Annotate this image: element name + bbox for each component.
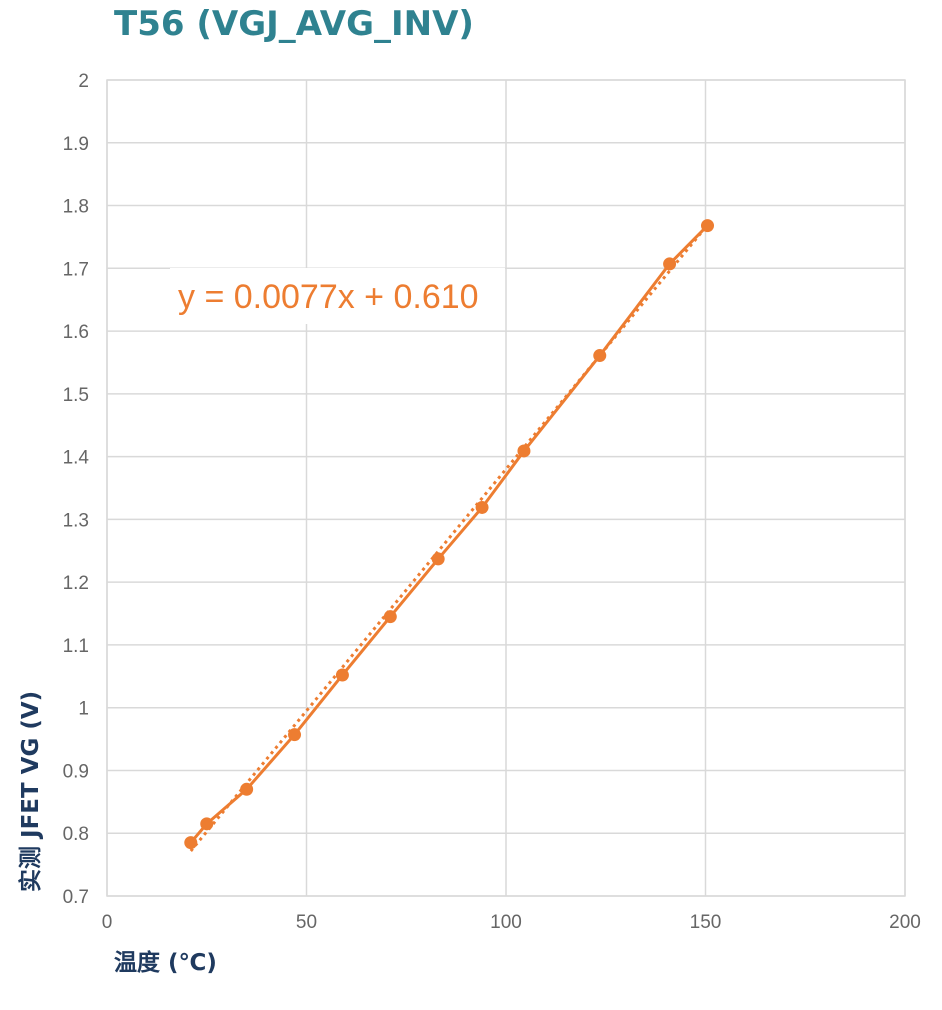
x-axis-label: 温度 (℃) (114, 949, 217, 976)
x-tick-label: 100 (490, 912, 522, 933)
y-tick-label: 1.8 (63, 197, 89, 218)
y-tick-label: 1.4 (63, 448, 90, 469)
y-tick-label: 1.1 (63, 636, 89, 657)
x-tick-label: 150 (690, 912, 722, 933)
data-point (184, 836, 198, 850)
chart-title: T56 (VGJ_AVG_INV) (114, 4, 474, 44)
equation-group: y = 0.0077x + 0.610 (170, 268, 505, 324)
x-tick-label: 50 (296, 912, 317, 933)
x-tick-labels: 0 50 100 150 200 (102, 912, 921, 933)
y-tick-label: 1.9 (63, 134, 89, 155)
y-tick-labels: 0.7 0.8 0.9 1 1.1 1.2 1.3 1.4 1.5 1.6 1.7 1.8 1.9 2 (63, 71, 90, 908)
equation-background (170, 268, 505, 324)
data-point (593, 349, 607, 363)
data-point (335, 668, 349, 682)
data-point (431, 552, 445, 566)
data-point (240, 782, 254, 796)
y-tick-label: 0.7 (63, 887, 89, 908)
series-line (189, 224, 709, 844)
y-tick-label: 1.5 (63, 385, 89, 406)
x-tick-label: 200 (889, 912, 921, 933)
y-axis-label: 实测 JFET VG (V) (17, 691, 44, 892)
series-layer (184, 219, 714, 850)
data-point (663, 257, 677, 271)
y-tick-label: 1.6 (63, 322, 89, 343)
data-point (383, 610, 397, 624)
y-tick-label: 1 (78, 699, 89, 720)
y-tick-label: 1.2 (63, 573, 89, 594)
y-tick-label: 1.3 (63, 510, 89, 531)
y-tick-label: 0.9 (63, 761, 89, 782)
y-tick-label: 1.7 (63, 259, 89, 280)
data-point (288, 728, 302, 742)
y-tick-label: 0.8 (63, 824, 89, 845)
data-point (517, 444, 531, 458)
trendline (189, 224, 709, 852)
trendline-equation: y = 0.0077x + 0.610 (178, 278, 479, 316)
y-tick-label: 2 (78, 71, 89, 92)
trendline-layer (189, 224, 709, 852)
x-tick-label: 0 (102, 912, 113, 933)
data-point (200, 817, 214, 831)
data-point (475, 500, 489, 514)
data-point (700, 219, 714, 233)
